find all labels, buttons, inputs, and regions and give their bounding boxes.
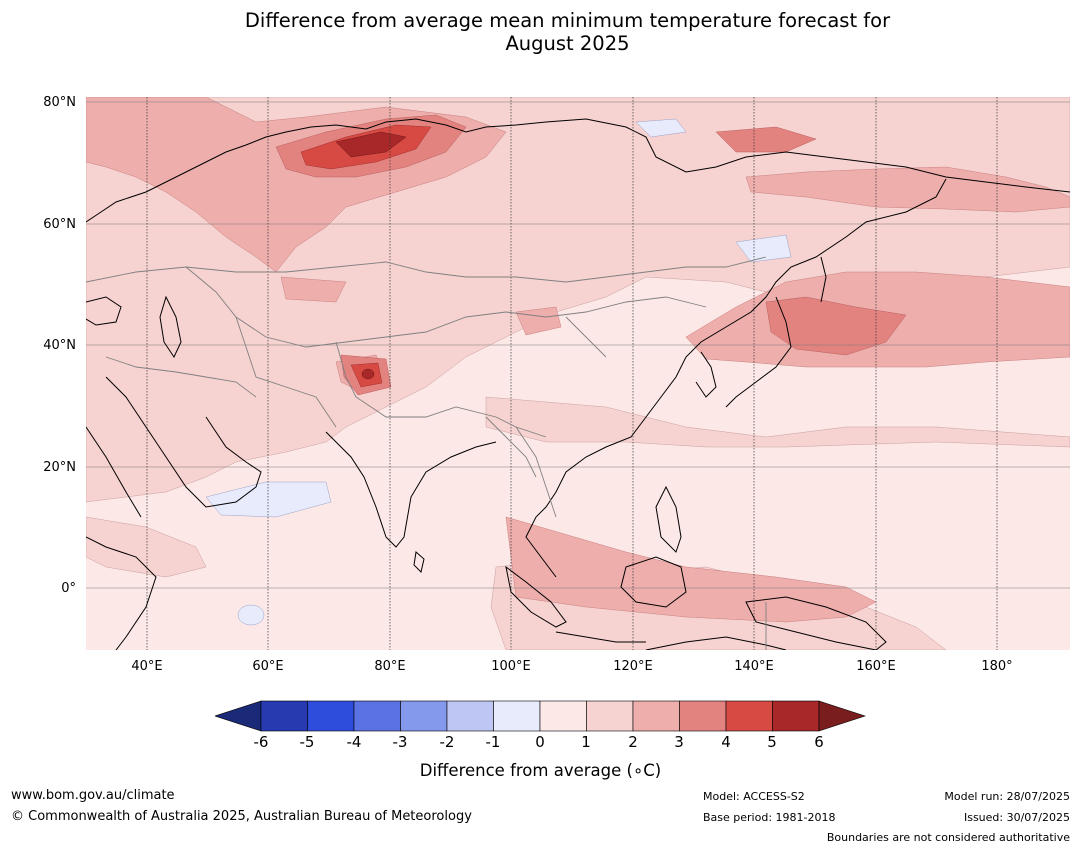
- base-period: Base period: 1981-2018: [703, 811, 836, 824]
- colorbar-swatch: [586, 700, 634, 732]
- lon-label-160e: 160°E: [856, 659, 896, 674]
- map-title: Difference from average mean minimum tem…: [0, 9, 1081, 55]
- colorbar-tick: -4: [346, 733, 362, 751]
- colorbar-tick: 1: [581, 733, 591, 751]
- colorbar-extend-high: [818, 700, 866, 732]
- colorbar-swatch: [679, 700, 727, 732]
- colorbar: [215, 700, 866, 732]
- colorbar-tick: -6: [253, 733, 269, 751]
- colorbar-tick: 6: [814, 733, 824, 751]
- colorbar-swatch: [725, 700, 773, 732]
- colorbar-swatch: [632, 700, 680, 732]
- colorbar-tick: -2: [439, 733, 455, 751]
- lat-label-60n: 60°N: [43, 217, 76, 232]
- lat-label-80n: 80°N: [43, 95, 76, 110]
- colorbar-tick: -5: [299, 733, 315, 751]
- colorbar-swatch: [353, 700, 401, 732]
- model-name: Model: ACCESS-S2: [703, 790, 805, 803]
- coastlines: [86, 118, 1070, 650]
- colorbar-tick: 3: [674, 733, 684, 751]
- colorbar-swatch: [493, 700, 541, 732]
- country-borders: [86, 256, 767, 650]
- lon-label-180: 180°: [981, 659, 1013, 674]
- copyright-text: © Commonwealth of Australia 2025, Austra…: [11, 809, 472, 824]
- lat-label-20n: 20°N: [43, 460, 76, 475]
- colorbar-swatch: [539, 700, 587, 732]
- website-link[interactable]: www.bom.gov.au/climate: [11, 788, 175, 803]
- lon-label-100e: 100°E: [491, 659, 531, 674]
- colorbar-label: Difference from average (∘C): [419, 761, 662, 780]
- model-run-date: Model run: 28/07/2025: [944, 790, 1070, 803]
- colorbar-tick: 0: [535, 733, 545, 751]
- colorbar-swatch: [260, 700, 308, 732]
- title-line-2: August 2025: [505, 32, 630, 55]
- colorbar-swatch: [772, 700, 820, 732]
- lat-label-40n: 40°N: [43, 338, 76, 353]
- anomaly-band-5-6: [335, 131, 407, 380]
- graticule-lon: [146, 97, 998, 650]
- boundaries-disclaimer: Boundaries are not considered authoritat…: [826, 831, 1070, 844]
- anomaly-band-neg-1-0: [205, 118, 792, 626]
- graticule-lat: [86, 101, 1070, 589]
- lon-label-60e: 60°E: [252, 659, 284, 674]
- forecast-map: [86, 97, 1070, 650]
- issued-date: Issued: 30/07/2025: [963, 811, 1070, 824]
- lon-label-140e: 140°E: [734, 659, 774, 674]
- colorbar-extend-low: [215, 700, 262, 732]
- colorbar-tick: 2: [628, 733, 638, 751]
- lon-label-40e: 40°E: [131, 659, 163, 674]
- colorbar-tick: -1: [485, 733, 501, 751]
- colorbar-tick: 5: [767, 733, 777, 751]
- lon-label-80e: 80°E: [374, 659, 406, 674]
- lon-label-120e: 120°E: [613, 659, 653, 674]
- colorbar-tick: 4: [721, 733, 731, 751]
- map-svg: [86, 97, 1070, 650]
- colorbar-swatch: [307, 700, 355, 732]
- colorbar-swatch: [400, 700, 448, 732]
- lat-label-0: 0°: [61, 581, 76, 596]
- colorbar-swatch: [446, 700, 494, 732]
- colorbar-tick: -3: [392, 733, 408, 751]
- title-line-1: Difference from average mean minimum tem…: [244, 9, 891, 32]
